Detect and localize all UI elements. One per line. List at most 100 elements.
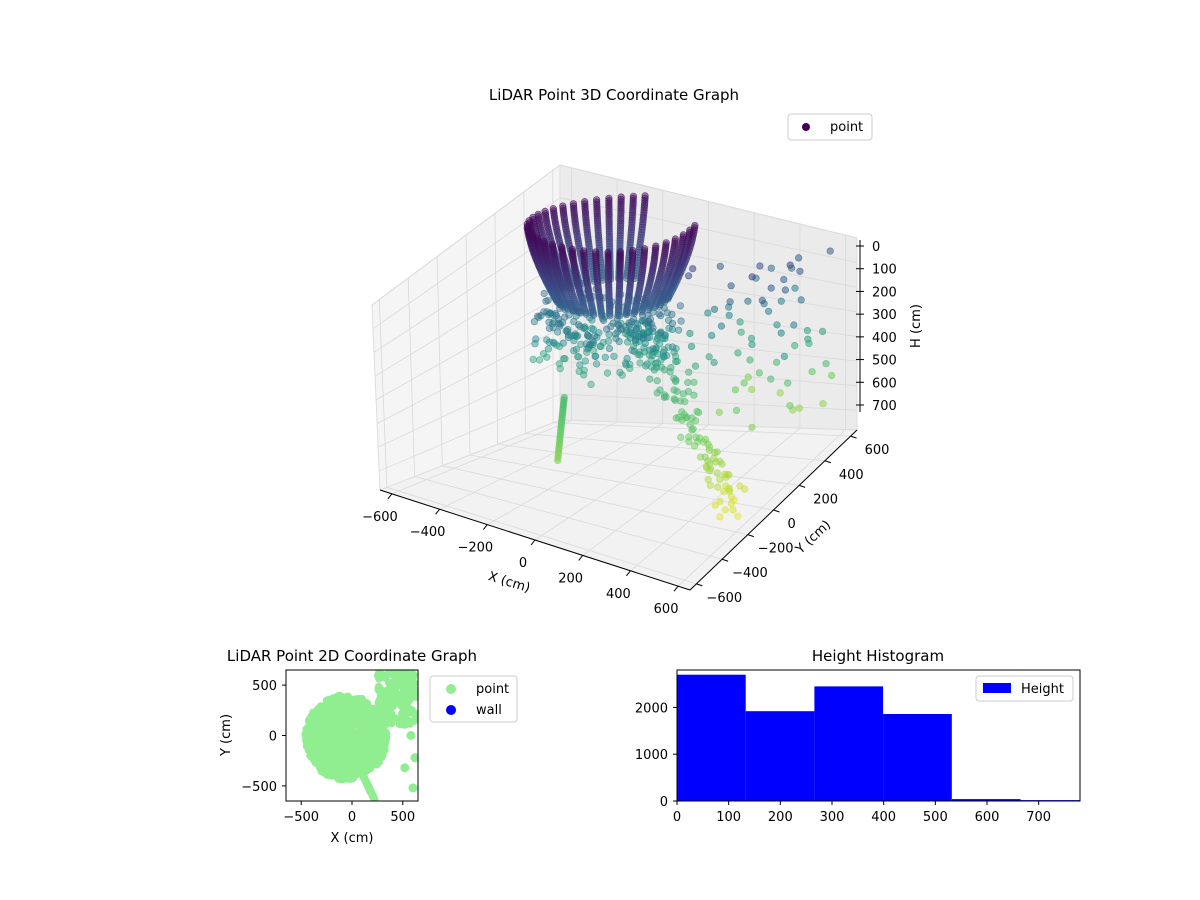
point-3d — [616, 368, 624, 376]
point-2d — [351, 729, 360, 738]
y-tick-label-hist: 2000 — [635, 701, 668, 716]
point-3d — [713, 448, 721, 456]
x-tick-label-3d: 400 — [606, 587, 631, 602]
point-2d — [373, 717, 382, 726]
point-3d — [570, 347, 578, 355]
point-2d — [382, 698, 391, 707]
point-3d — [587, 380, 595, 389]
point-3d — [747, 334, 756, 343]
grid-line-side-y — [494, 213, 499, 445]
legend-3d-marker — [802, 123, 810, 131]
point-3d — [736, 318, 744, 326]
point-3d — [732, 406, 741, 415]
point-3d — [722, 473, 730, 481]
point-3d — [528, 231, 536, 239]
x-tick-label-3d: −400 — [410, 525, 446, 540]
point-2d — [337, 723, 345, 732]
point-2d — [377, 688, 386, 697]
grid-line-floor-y — [386, 486, 697, 585]
chart-2d: LiDAR Point 2D Coordinate Graph −500 0 500… — [219, 647, 518, 846]
point-3d — [554, 456, 562, 465]
point-2d — [345, 706, 354, 715]
point-3d — [758, 296, 766, 305]
point-3d — [791, 284, 799, 292]
y-tick-label-3d: −400 — [732, 566, 768, 581]
grid-line-side-y — [465, 234, 471, 456]
y-tick-label-2d: 500 — [252, 679, 277, 694]
point-2d — [382, 734, 391, 743]
chart-3d: LiDAR Point 3D Coordinate Graph −600 −400… — [362, 86, 924, 617]
point-3d — [716, 475, 724, 484]
histogram-bar — [745, 711, 815, 801]
point-2d — [316, 704, 325, 713]
point-3d — [725, 487, 734, 495]
point-3d — [560, 355, 568, 363]
point-3d — [744, 373, 752, 381]
histogram-bar — [814, 686, 884, 801]
point-3d — [616, 325, 624, 333]
histogram-bar — [883, 714, 952, 801]
ticks-2d: −500 0 500 −500 0 500 — [241, 679, 415, 825]
point-3d — [552, 311, 560, 320]
y-tick-label-3d: 400 — [839, 468, 864, 483]
grid-line-floor-y — [525, 433, 825, 462]
x-tick-label-hist: 500 — [923, 810, 948, 825]
point-3d — [670, 374, 678, 382]
point-3d — [599, 339, 607, 347]
x-tick-label-3d: 0 — [519, 556, 527, 571]
point-3d — [574, 321, 583, 329]
grid-line-z — [372, 197, 858, 330]
x-tick-3d — [387, 493, 393, 500]
point-3d — [626, 360, 634, 368]
point-3d — [545, 324, 554, 332]
point-3d — [685, 438, 693, 446]
point-3d — [672, 357, 680, 366]
x-tick-label-3d: −200 — [457, 541, 493, 556]
point-3d — [593, 333, 601, 341]
point-3d — [653, 350, 662, 358]
point-2d — [339, 774, 348, 783]
point-2d — [336, 754, 345, 763]
x-tick-3d — [625, 570, 631, 577]
point-cloud-3d — [523, 192, 836, 521]
z-axis-3d: 0 100 200 300 400 500 600 700 — [856, 240, 897, 414]
point-3d — [731, 386, 740, 394]
legend-hist-label: Height — [1021, 682, 1064, 697]
point-3d — [607, 323, 615, 331]
point-2d — [329, 695, 338, 704]
point-3d — [604, 337, 613, 345]
point-3d — [559, 339, 567, 347]
point-3d — [677, 317, 685, 325]
grid-line-side-y — [378, 299, 388, 488]
point-3d — [625, 319, 633, 327]
point-3d — [727, 499, 735, 508]
histogram-bars — [677, 674, 1080, 801]
point-2d — [348, 723, 357, 732]
point-3d — [616, 248, 625, 256]
point-3d — [690, 391, 698, 399]
point-2d — [323, 714, 332, 723]
point-3d — [718, 460, 726, 468]
point-2d — [361, 734, 370, 743]
point-3d — [653, 377, 661, 385]
point-2d — [391, 676, 400, 685]
grid-line-floor-y — [414, 476, 723, 560]
point-2d — [317, 764, 326, 773]
point-3d — [672, 345, 680, 353]
point-3d — [555, 319, 563, 327]
point-3d — [737, 328, 745, 336]
point-2d — [409, 709, 418, 718]
point-3d — [556, 365, 564, 373]
point-3d — [748, 273, 756, 281]
point-3d — [591, 352, 599, 360]
legend-2d: point wall — [429, 675, 518, 723]
point-3d — [580, 247, 588, 255]
point-3d — [596, 342, 604, 351]
point-3d — [796, 267, 804, 275]
x-tick-label-2d: 0 — [348, 810, 356, 825]
point-3d — [713, 469, 721, 477]
y-tick-label-2d: −500 — [241, 780, 277, 795]
point-3d — [603, 369, 612, 377]
y-tick-3d — [721, 558, 729, 562]
